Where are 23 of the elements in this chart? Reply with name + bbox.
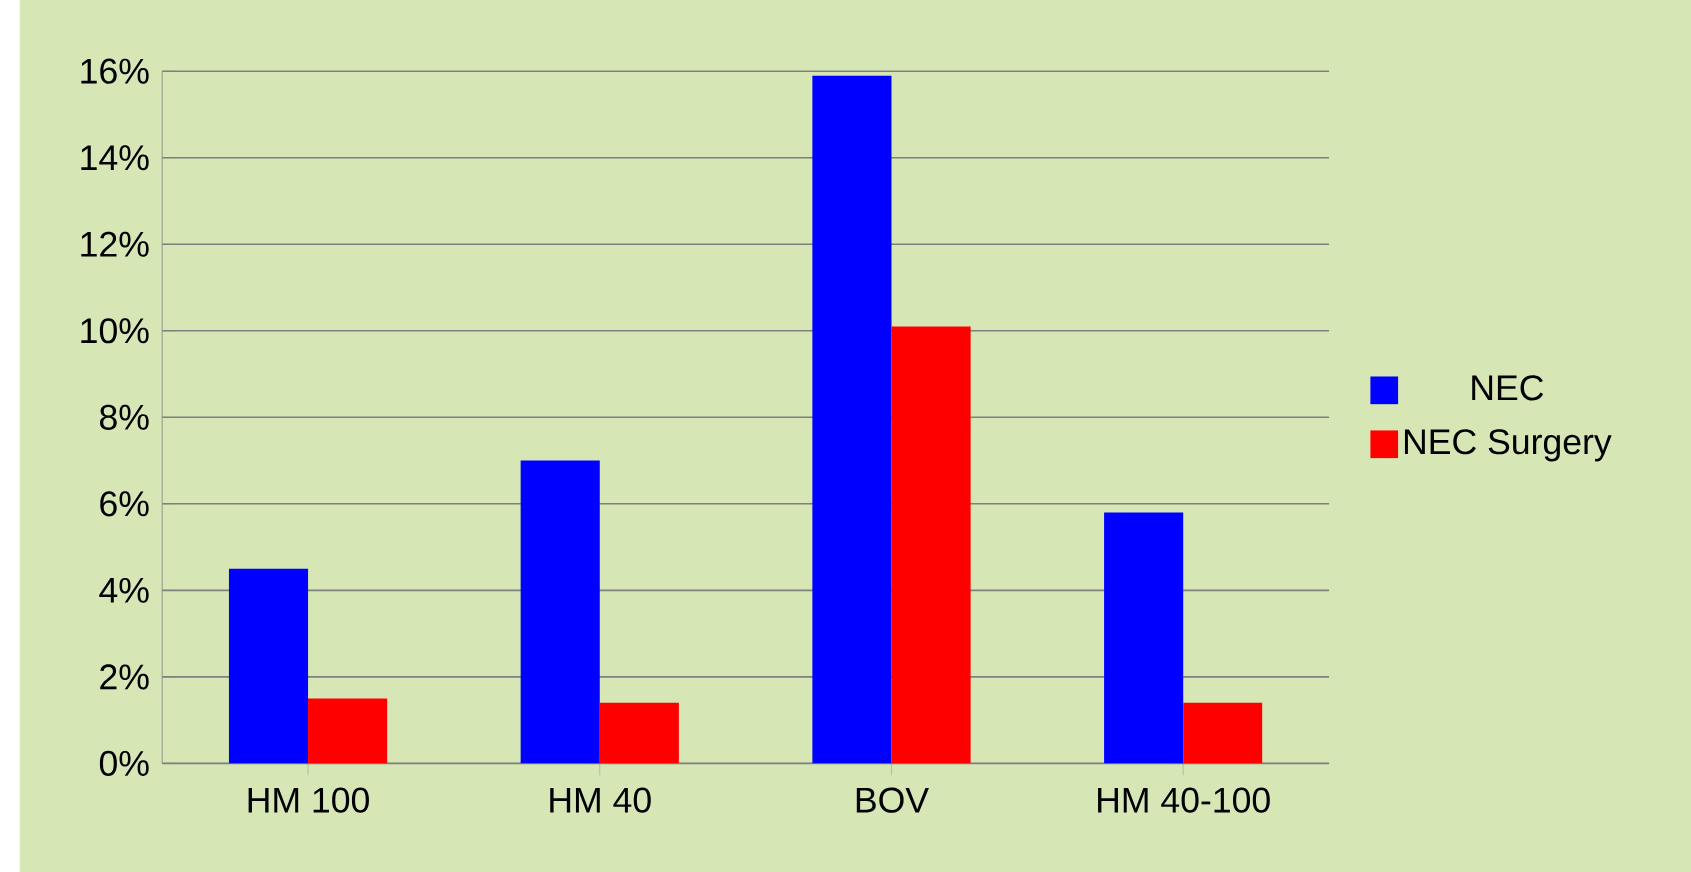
bar — [1183, 702, 1263, 764]
y-tick-label: 10% — [81, 318, 149, 344]
y-tick-label: 8% — [100, 404, 149, 430]
y-tick-label: 4% — [99, 577, 149, 603]
x-tick-label: HM 40-100 — [1098, 787, 1270, 813]
bar — [812, 75, 892, 764]
bar — [308, 698, 388, 764]
bar — [520, 460, 600, 764]
x-tick-label: BOV — [856, 787, 929, 813]
x-tick-label: HM 100 — [248, 787, 369, 813]
bar — [891, 326, 971, 764]
y-tick-label: 2% — [100, 664, 149, 690]
bar — [1104, 512, 1184, 764]
y-tick-label: 0% — [99, 750, 149, 776]
y-tick-label: 12% — [81, 231, 149, 257]
y-tick-label: 6% — [100, 491, 149, 517]
bar — [599, 702, 679, 764]
bar — [228, 568, 309, 764]
legend-label: NEC Surgery — [1404, 429, 1612, 462]
y-tick-label: 16% — [81, 58, 149, 84]
y-tick-label: 14% — [81, 145, 149, 171]
x-tick-label: HM 40 — [550, 787, 651, 813]
legend-label: NEC — [1472, 375, 1544, 401]
